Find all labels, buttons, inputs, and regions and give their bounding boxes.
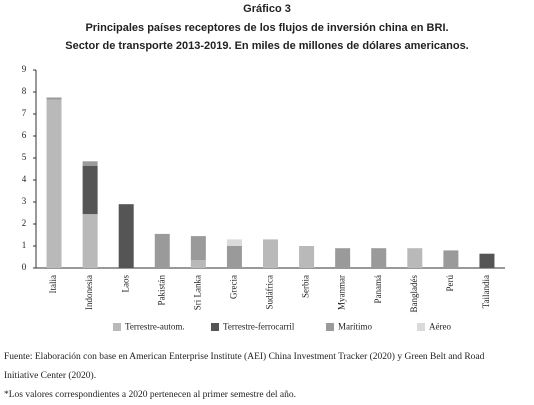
x-tick-label: Laos (120, 275, 130, 293)
bar-segment (190, 236, 206, 261)
x-tick-label: Tailandia (481, 275, 491, 308)
bar-segment (479, 253, 495, 268)
legend-swatch (417, 323, 425, 331)
y-tick-label: 0 (22, 262, 27, 272)
y-tick-label: 9 (22, 64, 27, 74)
bar-segment (82, 165, 98, 215)
chart-title: Principales países receptores de los flu… (85, 22, 448, 34)
legend-swatch (113, 323, 121, 331)
x-tick-label: Bangladés (409, 275, 419, 313)
x-tick-label: Myanmar (337, 275, 347, 310)
legend-label: Marítimo (338, 322, 372, 332)
bar-segment (263, 239, 278, 268)
x-tick-label: Pakistán (156, 275, 166, 306)
bar-segment (82, 161, 98, 166)
x-tick-label: Sudáfrica (265, 275, 275, 309)
y-tick-label: 2 (22, 218, 27, 228)
bar-segment (371, 248, 387, 268)
bar-segment (118, 204, 134, 268)
y-tick-label: 4 (22, 174, 27, 184)
bar-segment (226, 246, 242, 268)
y-tick-label: 7 (22, 108, 27, 118)
bar-segment (46, 97, 62, 100)
bar-segment (443, 250, 459, 268)
note: *Los valores correspondientes a 2020 per… (4, 390, 296, 400)
bar-segment (226, 239, 242, 246)
note: Initiative Center (2020). (4, 370, 96, 381)
bar-segment (190, 260, 206, 268)
legend-label: Aéreo (429, 322, 451, 332)
legend-label: Terrestre-autom. (125, 322, 185, 332)
bar-segment (46, 99, 62, 268)
bar-segment (82, 214, 98, 268)
x-tick-label: Indonesia (84, 275, 94, 310)
x-tick-label: Grecia (228, 275, 238, 299)
y-tick-label: 3 (22, 196, 27, 206)
bar-segment (407, 248, 423, 268)
x-tick-label: Serbia (301, 275, 311, 298)
y-tick-label: 6 (22, 130, 27, 140)
y-tick-label: 8 (22, 86, 27, 96)
legend-label: Terrestre-ferrocarril (223, 322, 295, 332)
x-tick-label: Italia (48, 275, 58, 294)
x-tick-label: Perú (445, 275, 455, 292)
y-tick-label: 1 (22, 240, 27, 250)
y-tick-label: 5 (22, 152, 27, 162)
legend-swatch (326, 323, 334, 331)
x-tick-label: Panamá (373, 275, 383, 304)
note: Fuente: Elaboración con base en American… (4, 351, 485, 362)
bar-segment (154, 233, 170, 268)
bar-segment (335, 248, 351, 268)
chart-subtitle: Sector de transporte 2013-2019. En miles… (65, 40, 469, 52)
bar-segment (299, 246, 315, 268)
x-tick-label: Sri Lanka (192, 275, 202, 310)
legend-swatch (211, 323, 219, 331)
chart-label: Gráfico 3 (243, 3, 291, 15)
